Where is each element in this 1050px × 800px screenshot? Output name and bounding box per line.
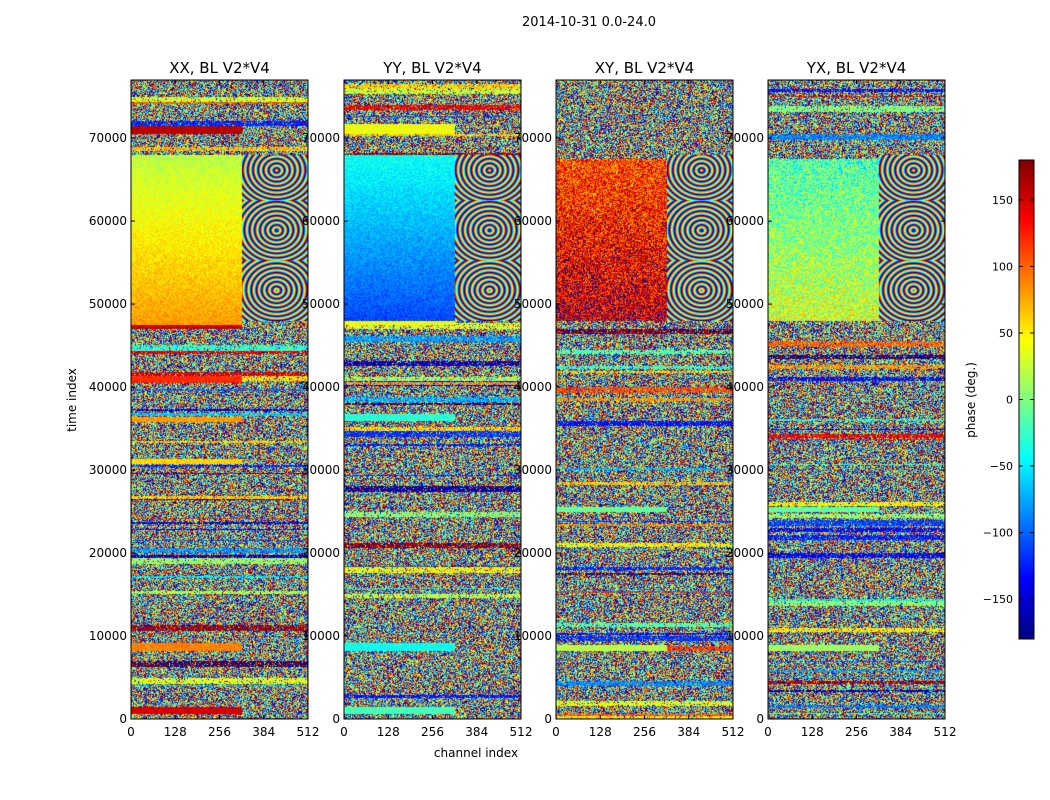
y-tick-label: 60000 bbox=[89, 214, 127, 228]
x-axis-label: channel index bbox=[434, 746, 518, 760]
y-tick-label: 20000 bbox=[514, 546, 552, 560]
panel-1: XX, BL V2*V4 0 128 256 384 512 0 10000 20000 3000… bbox=[89, 59, 320, 739]
x-tick-label: 384 bbox=[252, 725, 275, 739]
y-tick-label: 30000 bbox=[726, 463, 764, 477]
x-tick-label: 256 bbox=[633, 725, 656, 739]
x-tick-label: 256 bbox=[845, 725, 868, 739]
x-tick-label: 384 bbox=[465, 725, 488, 739]
y-tick-label: 50000 bbox=[89, 297, 127, 311]
panel-title: YX, BL V2*V4 bbox=[806, 59, 907, 77]
y-tick-label: 10000 bbox=[89, 629, 127, 643]
y-tick-label: 0 bbox=[119, 712, 127, 726]
heatmap-image bbox=[768, 80, 945, 719]
x-tick-label: 512 bbox=[934, 725, 957, 739]
y-tick-label: 50000 bbox=[302, 297, 340, 311]
x-tick-label: 128 bbox=[164, 725, 187, 739]
y-tick-label: 20000 bbox=[726, 546, 764, 560]
colorbar-gradient bbox=[1019, 160, 1034, 639]
y-tick-label: 40000 bbox=[302, 380, 340, 394]
x-tick-label: 0 bbox=[127, 725, 135, 739]
y-tick-label: 20000 bbox=[302, 546, 340, 560]
x-tick-label: 128 bbox=[377, 725, 400, 739]
y-tick-label: 70000 bbox=[89, 131, 127, 145]
x-tick-label: 0 bbox=[552, 725, 560, 739]
x-tick-label: 128 bbox=[589, 725, 612, 739]
y-tick-label: 0 bbox=[756, 712, 764, 726]
y-tick-label: 50000 bbox=[514, 297, 552, 311]
y-axis-label: time index bbox=[65, 368, 79, 432]
heatmap-image bbox=[344, 80, 521, 719]
x-tick-label: 384 bbox=[889, 725, 912, 739]
x-tick-label: 0 bbox=[764, 725, 772, 739]
y-tick-label: 50000 bbox=[726, 297, 764, 311]
panel-2: YY, BL V2*V4 0 128 256 384 512 0 10000 20000 3000… bbox=[302, 59, 533, 739]
x-tick-label: 384 bbox=[677, 725, 700, 739]
y-tick-label: 20000 bbox=[89, 546, 127, 560]
y-tick-label: 70000 bbox=[726, 131, 764, 145]
panel-title: YY, BL V2*V4 bbox=[382, 59, 481, 77]
y-tick-label: 70000 bbox=[302, 131, 340, 145]
y-tick-label: 0 bbox=[544, 712, 552, 726]
x-tick-label: 128 bbox=[801, 725, 824, 739]
colorbar: −150 −100 −50 0 50 100 150 bbox=[983, 159, 1035, 640]
y-tick-label: 10000 bbox=[514, 629, 552, 643]
y-tick-label: 60000 bbox=[514, 214, 552, 228]
colorbar-tick-label: 50 bbox=[999, 327, 1013, 340]
panels-layer: XX, BL V2*V4 0 128 256 384 512 0 10000 20000 3000… bbox=[89, 59, 957, 739]
panel-4: YX, BL V2*V4 0 128 256 384 512 0 10000 20000 3000… bbox=[726, 59, 957, 739]
y-tick-label: 10000 bbox=[726, 629, 764, 643]
y-tick-label: 0 bbox=[332, 712, 340, 726]
y-tick-label: 30000 bbox=[302, 463, 340, 477]
colorbar-tick-label: 0 bbox=[1006, 394, 1013, 407]
x-tick-label: 256 bbox=[421, 725, 444, 739]
y-tick-label: 40000 bbox=[726, 380, 764, 394]
y-tick-label: 70000 bbox=[514, 131, 552, 145]
y-tick-label: 40000 bbox=[514, 380, 552, 394]
figure-suptitle: 2014-10-31 0.0-24.0 bbox=[522, 15, 656, 30]
y-tick-label: 40000 bbox=[89, 380, 127, 394]
colorbar-tick-label: 150 bbox=[992, 194, 1013, 207]
x-tick-label: 512 bbox=[297, 725, 320, 739]
panel-title: XX, BL V2*V4 bbox=[169, 59, 270, 77]
x-tick-label: 0 bbox=[340, 725, 348, 739]
x-tick-label: 512 bbox=[722, 725, 745, 739]
colorbar-tick-label: −50 bbox=[990, 460, 1013, 473]
colorbar-label: phase (deg.) bbox=[964, 362, 978, 438]
y-tick-label: 60000 bbox=[302, 214, 340, 228]
panel-title: XY, BL V2*V4 bbox=[595, 59, 695, 77]
y-tick-label: 60000 bbox=[726, 214, 764, 228]
heatmap-image bbox=[556, 80, 733, 719]
colorbar-tick-label: −100 bbox=[983, 527, 1013, 540]
panel-3: XY, BL V2*V4 0 128 256 384 512 0 10000 20000 3000… bbox=[514, 59, 745, 739]
x-tick-label: 256 bbox=[208, 725, 231, 739]
y-tick-label: 10000 bbox=[302, 629, 340, 643]
y-tick-label: 30000 bbox=[89, 463, 127, 477]
y-tick-label: 30000 bbox=[514, 463, 552, 477]
colorbar-tick-label: 100 bbox=[992, 260, 1013, 273]
colorbar-tick-label: −150 bbox=[983, 593, 1013, 606]
x-tick-label: 512 bbox=[510, 725, 533, 739]
heatmap-image bbox=[131, 80, 308, 719]
